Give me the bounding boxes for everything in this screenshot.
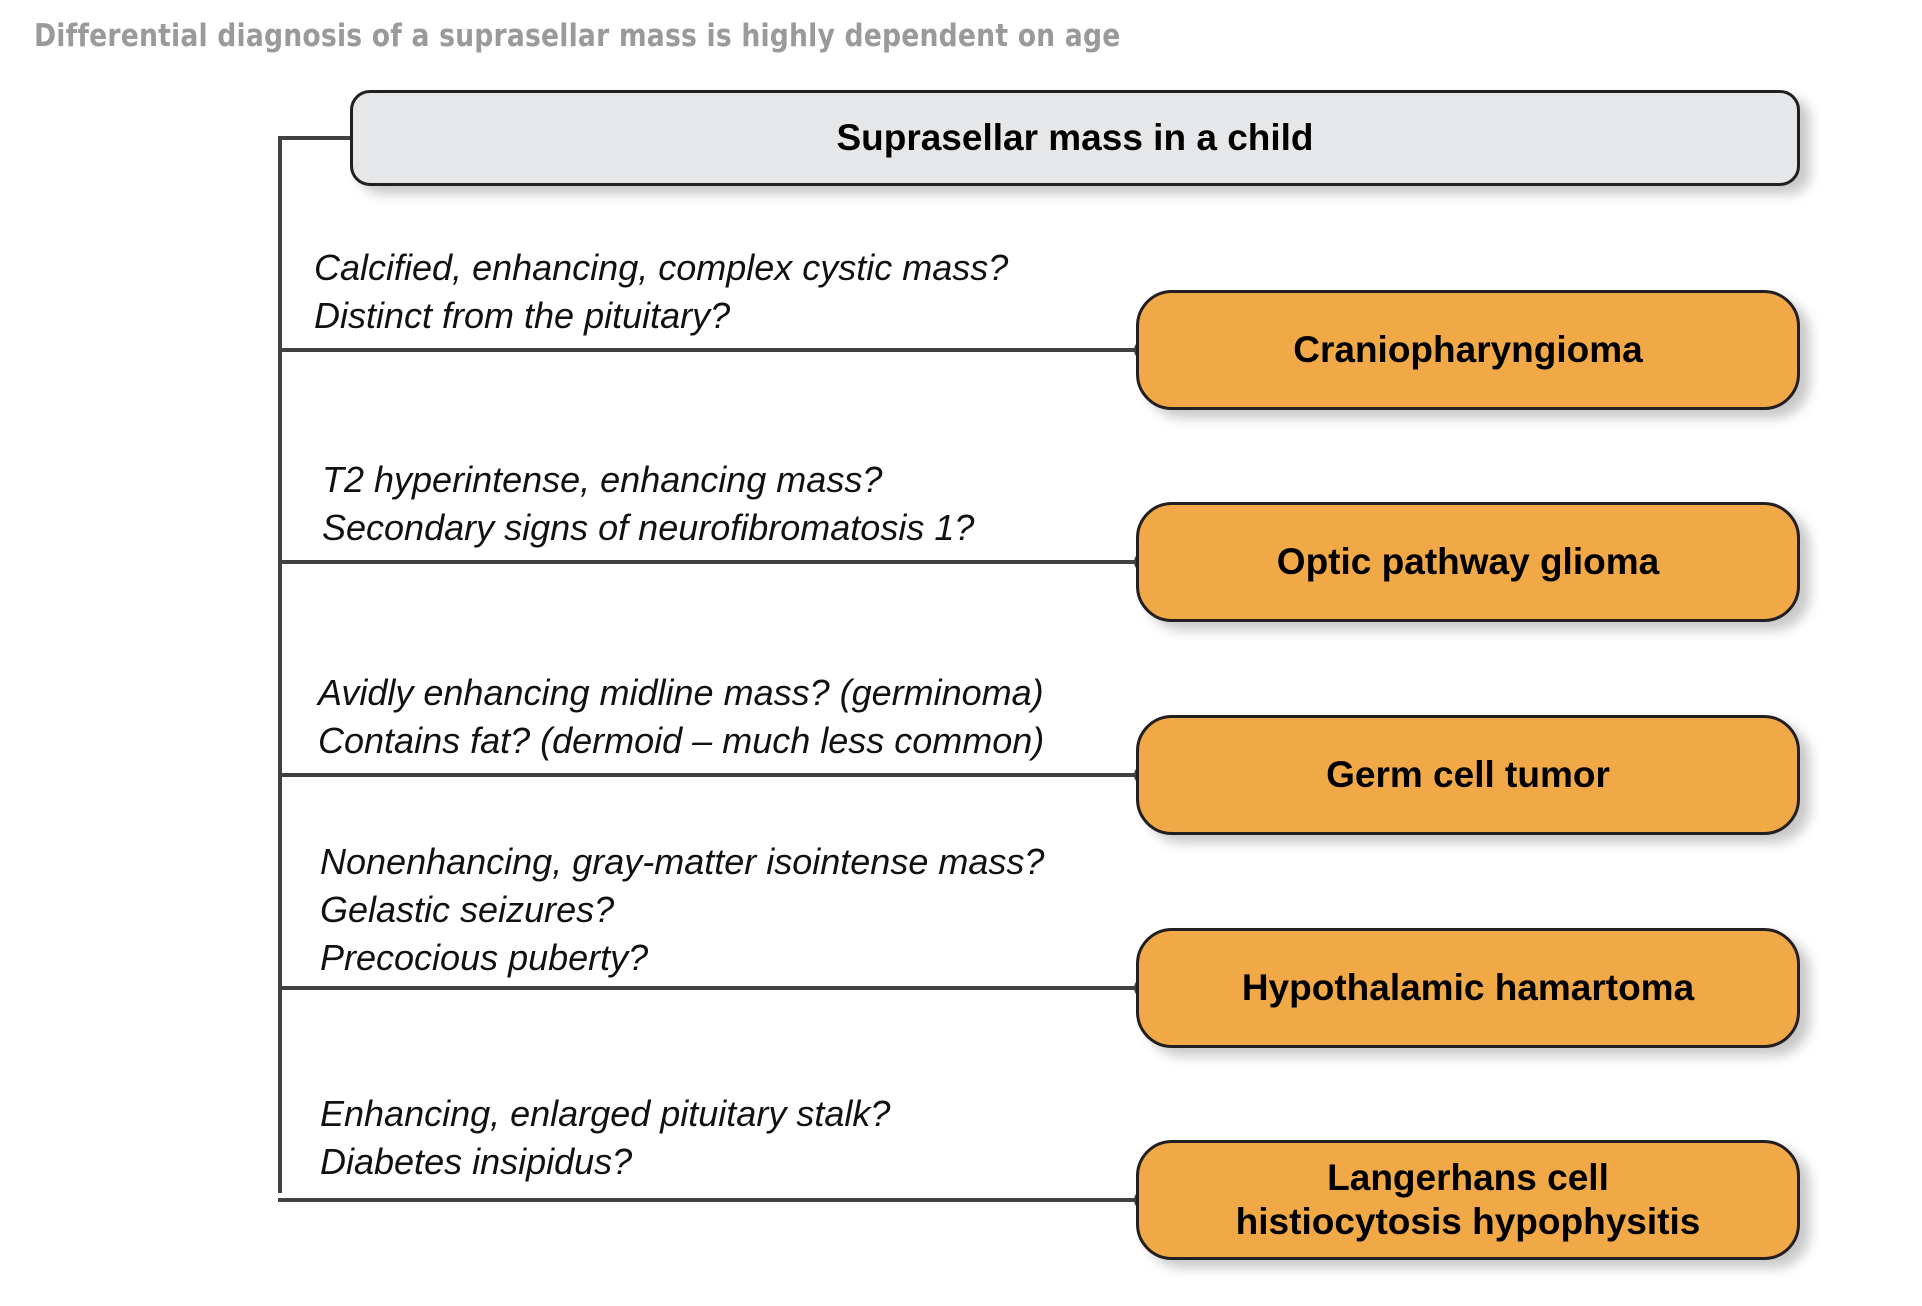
- diagnosis-node-4: Hypothalamic hamartoma: [1136, 928, 1800, 1048]
- question-line: Nonenhancing, gray-matter isointense mas…: [320, 841, 1045, 882]
- diagnosis-node-2: Optic pathway glioma: [1136, 502, 1800, 622]
- question-line: Secondary signs of neurofibromatosis 1?: [322, 507, 975, 548]
- branch-question-3: Avidly enhancing midline mass? (germinom…: [318, 669, 1044, 765]
- root-label: Suprasellar mass in a child: [836, 117, 1314, 158]
- question-line: Distinct from the pituitary?: [314, 295, 731, 336]
- question-line: Enhancing, enlarged pituitary stalk?: [320, 1093, 891, 1134]
- branch-question-1: Calcified, enhancing, complex cystic mas…: [314, 244, 1008, 340]
- question-line: Avidly enhancing midline mass? (germinom…: [318, 672, 1044, 713]
- diagnosis-node-1: Craniopharyngioma: [1136, 290, 1800, 410]
- branch-question-5: Enhancing, enlarged pituitary stalk? Dia…: [320, 1090, 890, 1186]
- diagnosis-label: Hypothalamic hamartoma: [1241, 966, 1695, 1008]
- diagnosis-node-5: Langerhans cell histiocytosis hypophysit…: [1136, 1140, 1800, 1260]
- figure-title: Differential diagnosis of a suprasellar …: [34, 18, 1121, 54]
- branch-question-2: T2 hyperintense, enhancing mass? Seconda…: [322, 456, 974, 552]
- question-line: Gelastic seizures?: [320, 889, 615, 930]
- diagnosis-label: Langerhans cell histiocytosis hypophysit…: [1235, 1156, 1701, 1242]
- question-line: Contains fat? (dermoid – much less commo…: [318, 720, 1045, 761]
- question-line: Calcified, enhancing, complex cystic mas…: [314, 247, 1009, 288]
- diagnosis-label: Germ cell tumor: [1326, 753, 1610, 795]
- branch-question-4: Nonenhancing, gray-matter isointense mas…: [320, 838, 1044, 982]
- question-line: Diabetes insipidus?: [320, 1141, 633, 1182]
- diagnosis-label: Craniopharyngioma: [1293, 328, 1643, 370]
- diagnosis-label: Optic pathway glioma: [1276, 540, 1660, 582]
- diagnosis-node-3: Germ cell tumor: [1136, 715, 1800, 835]
- root-node: Suprasellar mass in a child: [350, 90, 1800, 186]
- question-line: T2 hyperintense, enhancing mass?: [322, 459, 883, 500]
- question-line: Precocious puberty?: [320, 937, 649, 978]
